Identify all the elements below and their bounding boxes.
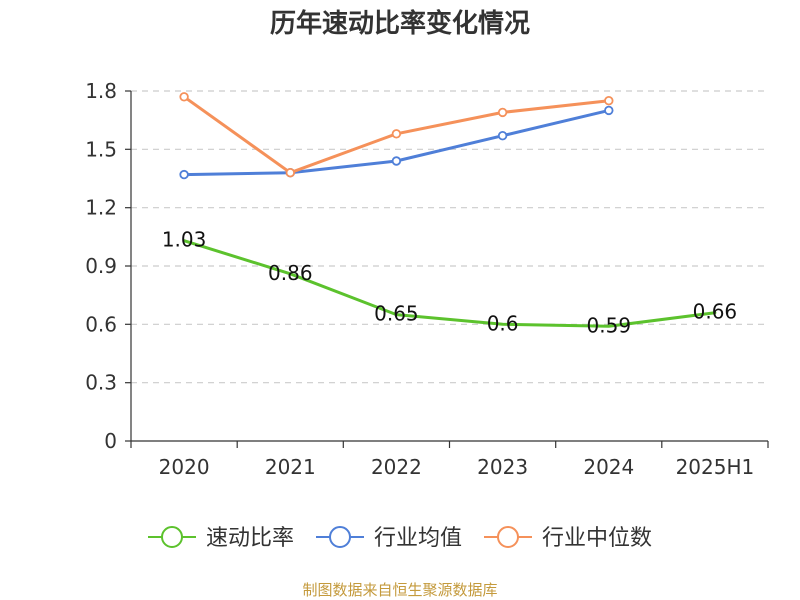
x-tick-label: 2024: [583, 455, 634, 479]
data-point: [604, 105, 614, 116]
y-tick-label: 1.5: [85, 137, 117, 161]
legend-item: 行业中位数: [484, 526, 652, 551]
legend-marker: [497, 526, 519, 548]
data-labels: 1.03 0.86 0.65 0.6 0.59 0.66: [162, 228, 737, 338]
legend-label: 行业中位数: [542, 526, 652, 551]
legend-label: 行业均值: [374, 526, 462, 551]
data-point: [497, 130, 508, 141]
data-label: 0.66: [693, 300, 738, 324]
data-point: [285, 167, 295, 178]
series-lines: [179, 92, 717, 328]
data-label: 0.59: [587, 313, 632, 337]
legend-item: 速动比率: [148, 526, 294, 551]
x-tick-label: 2025H1: [676, 455, 755, 479]
y-tick-label: 0.3: [85, 371, 117, 395]
y-tick-label: 1.2: [85, 196, 117, 220]
data-label: 0.6: [487, 311, 519, 335]
data-point: [604, 95, 614, 106]
legend: 速动比率 行业均值 行业中位数: [148, 526, 652, 551]
data-point: [497, 107, 508, 118]
grid-lines: [131, 90, 768, 384]
legend-marker: [329, 526, 351, 548]
x-tick-label: 2021: [265, 455, 316, 479]
legend-item: 行业均值: [316, 526, 462, 551]
chart-title: 历年速动比率变化情况: [270, 8, 530, 39]
x-tick-label: 2022: [371, 455, 422, 479]
source-note: 制图数据来自恒生聚源数据库: [302, 581, 497, 599]
legend-label: 速动比率: [206, 526, 294, 551]
x-tick-label: 2020: [159, 455, 210, 479]
data-label: 0.65: [374, 302, 419, 326]
data-point: [179, 92, 189, 102]
data-point: [391, 129, 402, 139]
data-point: [179, 169, 189, 180]
series-line: [182, 239, 717, 328]
data-point: [391, 156, 402, 166]
x-tick-label: 2023: [477, 455, 528, 479]
y-tick-label: 0.9: [85, 254, 117, 278]
data-label: 1.03: [162, 228, 207, 252]
y-tick-label: 0: [104, 429, 117, 453]
y-tick-label: 0.6: [85, 312, 117, 336]
data-label: 0.86: [268, 261, 313, 285]
axes: 0 0.3 0.6 0.9 1.2 1.5 1.8 2020 2021 2022 2023 2024 2…: [85, 79, 769, 479]
y-tick-label: 1.8: [85, 79, 117, 103]
legend-marker: [161, 526, 183, 548]
